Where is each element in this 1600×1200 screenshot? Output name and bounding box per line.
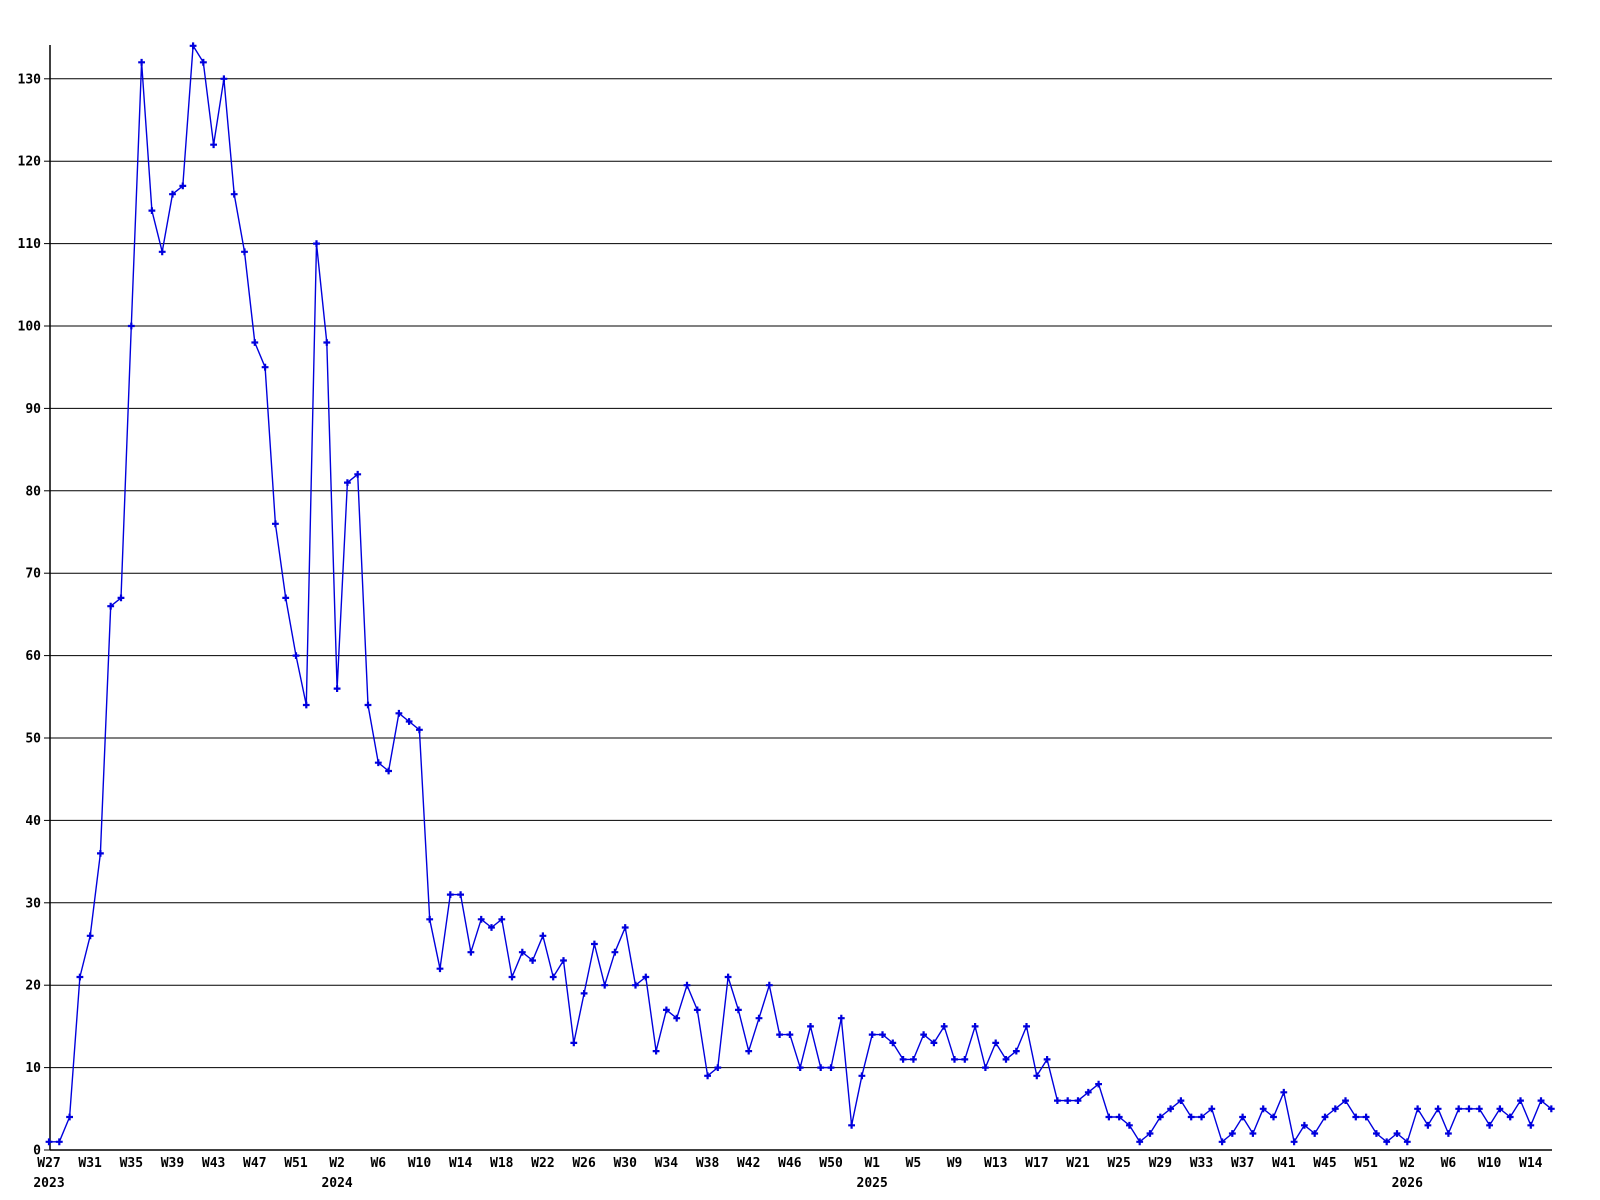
x-tick-label: W30	[613, 1156, 637, 1171]
x-tick-label: W37	[1231, 1156, 1254, 1171]
y-tick-label: 110	[18, 237, 42, 252]
y-tick-label: 0	[33, 1144, 41, 1159]
x-tick-label: W27	[37, 1156, 60, 1171]
x-tick-label: W14	[1519, 1156, 1543, 1171]
x-tick-label: W50	[819, 1156, 843, 1171]
x-tick-label: W34	[655, 1156, 679, 1171]
y-tick-label: 70	[25, 567, 41, 582]
y-tick-label: 50	[25, 732, 41, 747]
x-tick-label: W51	[1354, 1156, 1378, 1171]
x-tick-label: W14	[449, 1156, 473, 1171]
year-label: 2024	[321, 1176, 352, 1191]
x-tick-label: W45	[1313, 1156, 1336, 1171]
x-tick-label: W13	[984, 1156, 1007, 1171]
y-tick-label: 20	[25, 979, 41, 994]
x-tick-label: W29	[1149, 1156, 1172, 1171]
y-tick-label: 40	[25, 814, 41, 829]
y-tick-label: 60	[25, 649, 41, 664]
x-tick-label: W21	[1066, 1156, 1090, 1171]
x-tick-label: W31	[78, 1156, 102, 1171]
x-tick-label: W47	[243, 1156, 266, 1171]
x-tick-label: W26	[572, 1156, 596, 1171]
y-tick-label: 90	[25, 402, 41, 417]
x-tick-label: W5	[906, 1156, 922, 1171]
data-point-markers	[45, 42, 1555, 1146]
x-tick-label: W25	[1107, 1156, 1130, 1171]
y-tick-label: 100	[18, 320, 42, 335]
x-tick-label: W33	[1190, 1156, 1213, 1171]
y-tick-label: 120	[18, 155, 42, 170]
x-tick-label: W41	[1272, 1156, 1296, 1171]
x-tick-label: W51	[284, 1156, 308, 1171]
x-tick-label: W22	[531, 1156, 554, 1171]
x-tick-label: W9	[947, 1156, 963, 1171]
year-label: 2026	[1392, 1176, 1423, 1191]
y-tick-label: 30	[25, 896, 41, 911]
x-tick-label: W42	[737, 1156, 760, 1171]
x-tick-label: W18	[490, 1156, 514, 1171]
x-tick-label: W10	[1478, 1156, 1502, 1171]
x-tick-label: W39	[161, 1156, 184, 1171]
x-tick-label: W17	[1025, 1156, 1048, 1171]
x-tick-label: W2	[329, 1156, 345, 1171]
data-series-line	[49, 45, 1552, 1143]
x-tick-label: W35	[120, 1156, 143, 1171]
y-tick-label: 10	[25, 1061, 41, 1076]
y-tick-label: 130	[18, 72, 42, 87]
x-tick-label: W46	[778, 1156, 802, 1171]
x-tick-label: W6	[1441, 1156, 1457, 1171]
x-tick-label: W10	[408, 1156, 432, 1171]
year-label: 2023	[33, 1176, 64, 1191]
x-tick-label: W6	[370, 1156, 386, 1171]
x-tick-label: W2	[1399, 1156, 1415, 1171]
y-tick-label: 80	[25, 484, 41, 499]
x-tick-label: W43	[202, 1156, 225, 1171]
x-tick-label: W1	[864, 1156, 880, 1171]
x-tick-label: W38	[696, 1156, 720, 1171]
year-label: 2025	[857, 1176, 888, 1191]
